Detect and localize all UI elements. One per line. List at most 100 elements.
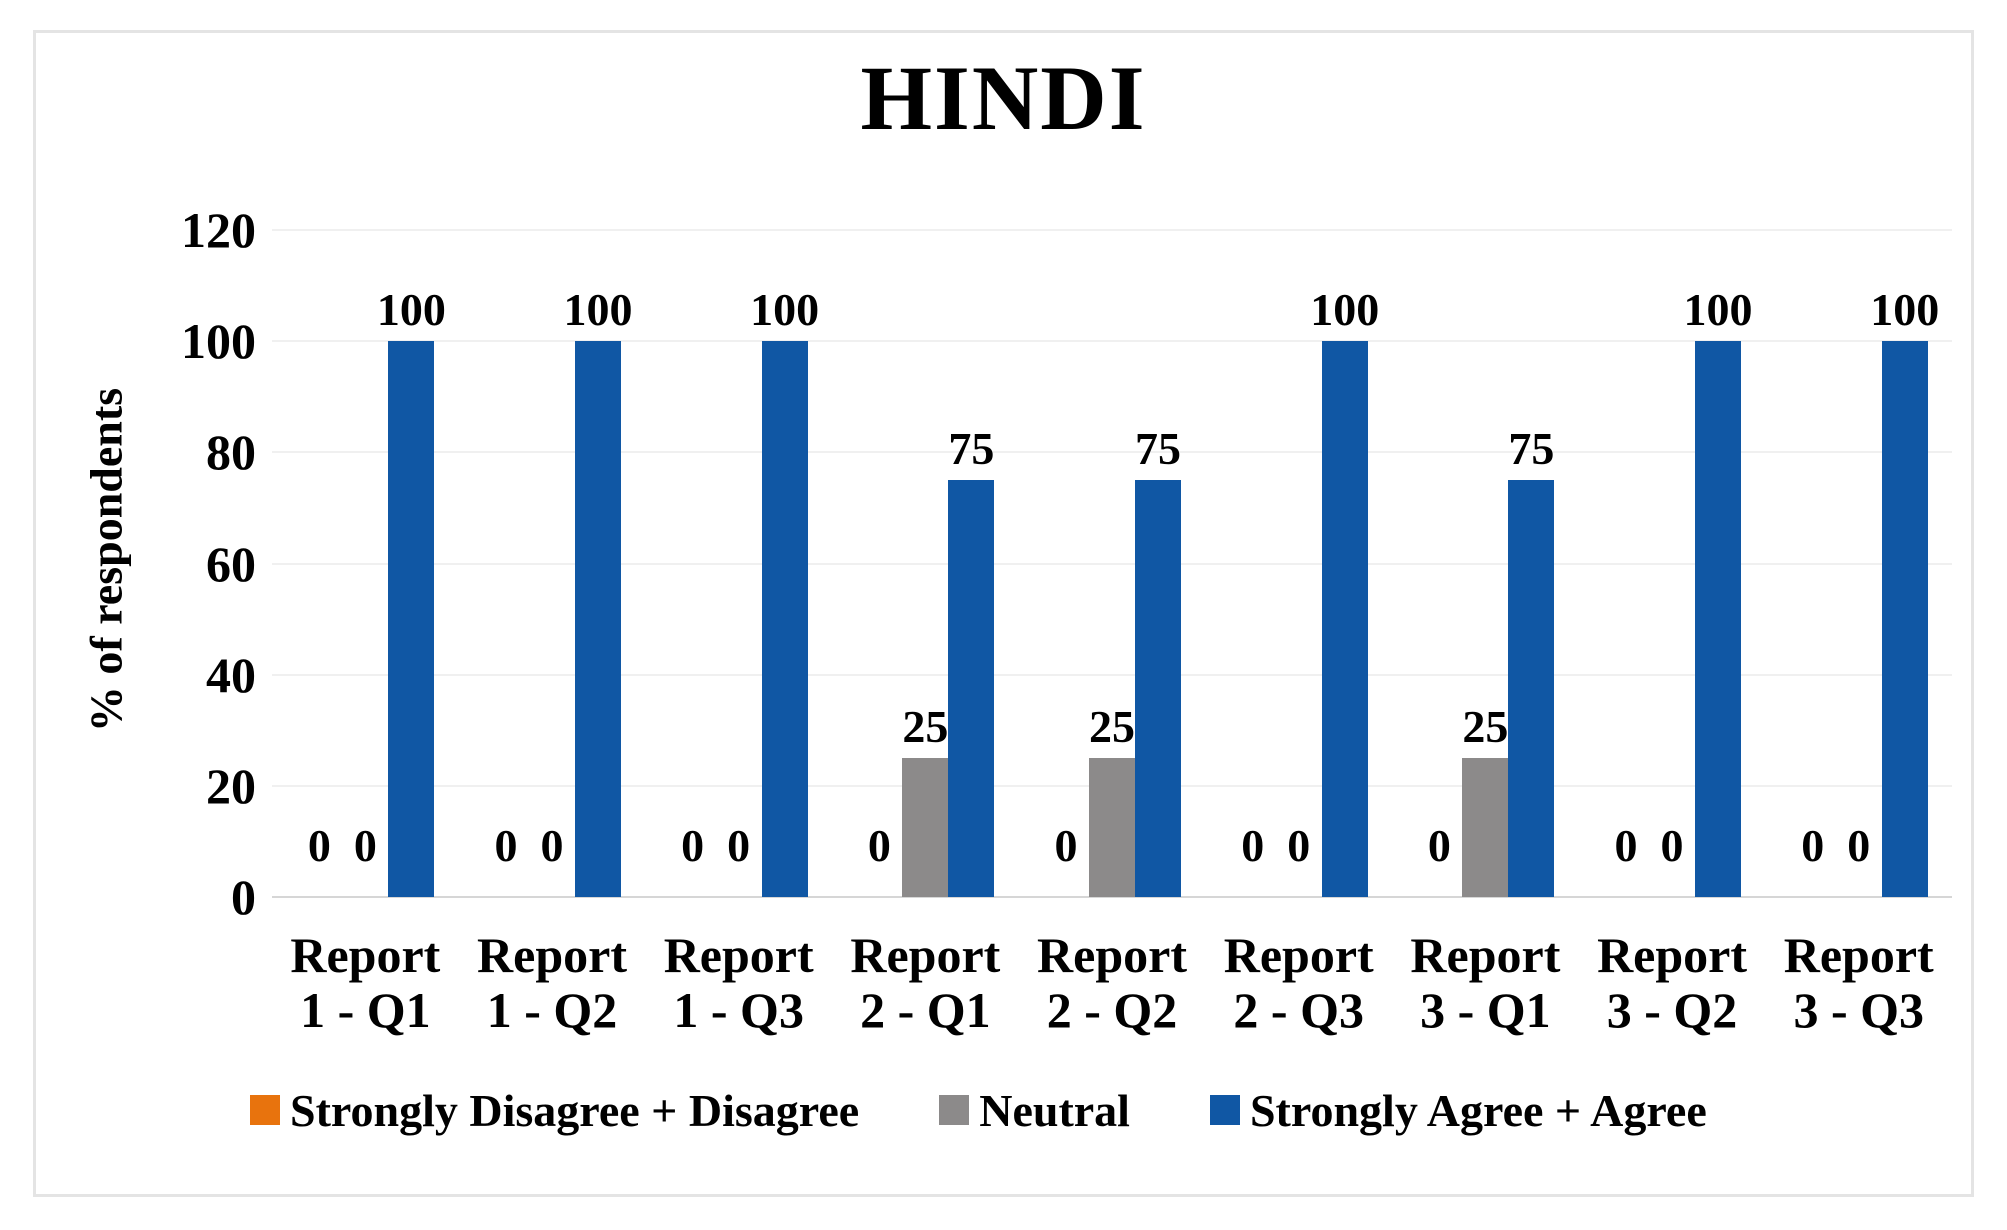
data-label-strongly-agree-agree-report-2-q2: 75 xyxy=(1135,423,1182,475)
bar-slot-neutral-report-1-q1: 0 xyxy=(342,230,388,897)
bar-neutral-report-2-q1 xyxy=(902,758,949,897)
x-label-line1: Report xyxy=(1037,927,1187,983)
x-label-report-3-q3: Report 3 - Q3 xyxy=(1765,928,1952,1038)
bar-slot-strongly-disagree-disagree-report-2-q2: 0 xyxy=(1043,230,1089,897)
y-tick-0: 0 xyxy=(231,869,256,925)
data-label-strongly-agree-agree-report-3-q1: 75 xyxy=(1508,423,1555,475)
x-label-line2: 1 - Q2 xyxy=(486,982,618,1038)
y-axis-ticks: 0 20 40 60 80 100 120 xyxy=(0,205,256,922)
bar-slot-strongly-agree-agree-report-1-q3: 100 xyxy=(750,230,819,897)
data-label-strongly-disagree-disagree-report-2-q2: 0 xyxy=(1054,820,1078,871)
x-label-report-1-q2: Report 1 - Q2 xyxy=(459,928,646,1038)
data-label-strongly-disagree-disagree-report-3-q1: 0 xyxy=(1427,820,1451,871)
bar-strongly-agree-agree-report-1-q2 xyxy=(575,341,621,897)
legend-item-strongly-agree-agree: Strongly Agree + Agree xyxy=(1209,1084,1707,1137)
y-tick-100: 100 xyxy=(181,313,256,370)
bar-slot-strongly-disagree-disagree-report-2-q3: 0 xyxy=(1230,230,1276,897)
legend-swatch-blue xyxy=(1209,1095,1240,1125)
bar-slot-neutral-report-3-q3: 0 xyxy=(1836,230,1882,897)
x-label-line2: 3 - Q2 xyxy=(1606,982,1738,1038)
bar-slot-neutral-report-2-q2: 25 xyxy=(1089,230,1136,897)
x-label-report-1-q1: Report 1 - Q1 xyxy=(272,928,459,1038)
bar-group-report-2-q2: 0 25 75 xyxy=(1019,230,1206,897)
data-label-neutral-report-1-q2: 0 xyxy=(540,820,564,871)
x-label-line2: 3 - Q3 xyxy=(1793,982,1924,1038)
data-label-strongly-agree-agree-report-3-q2: 100 xyxy=(1683,284,1753,336)
x-label-line1: Report xyxy=(850,927,1001,983)
bar-strongly-agree-agree-report-3-q1 xyxy=(1508,480,1555,897)
bar-strongly-agree-agree-report-2-q1 xyxy=(948,480,995,897)
bar-group-report-3-q2: 0 0 100 xyxy=(1579,230,1766,897)
x-label-line1: Report xyxy=(1410,927,1561,983)
y-tick-60: 60 xyxy=(206,535,256,592)
bar-group-report-1-q2: 0 0 100 xyxy=(459,230,646,897)
bar-strongly-agree-agree-report-3-q2 xyxy=(1695,341,1742,897)
bar-slot-strongly-disagree-disagree-report-1-q1: 0 xyxy=(296,230,342,897)
data-label-strongly-disagree-disagree-report-3-q3: 0 xyxy=(1801,820,1825,871)
x-axis-labels: Report 1 - Q1 Report 1 - Q2 Report 1 - Q3 Repo… xyxy=(272,928,1952,1038)
bar-strongly-agree-agree-report-2-q2 xyxy=(1135,480,1182,897)
bar-slot-neutral-report-2-q3: 0 xyxy=(1276,230,1322,897)
bar-slot-strongly-disagree-disagree-report-3-q3: 0 xyxy=(1790,230,1836,897)
bar-slot-strongly-disagree-disagree-report-3-q1: 0 xyxy=(1416,230,1462,897)
data-label-strongly-disagree-disagree-report-1-q2: 0 xyxy=(494,820,518,871)
data-label-neutral-report-2-q2: 25 xyxy=(1089,701,1136,753)
gridline-0 xyxy=(272,896,1952,898)
bar-slot-strongly-agree-agree-report-3-q2: 100 xyxy=(1684,230,1753,897)
bar-neutral-report-2-q2 xyxy=(1089,758,1136,897)
bar-slot-strongly-agree-agree-report-3-q1: 75 xyxy=(1508,230,1555,897)
y-tick-120: 120 xyxy=(181,202,256,258)
bar-slot-neutral-report-1-q3: 0 xyxy=(716,230,762,897)
x-label-line1: Report xyxy=(290,927,441,983)
data-label-strongly-agree-agree-report-3-q3: 100 xyxy=(1870,284,1940,336)
bar-strongly-agree-agree-report-1-q1 xyxy=(388,341,435,897)
bar-group-report-3-q3: 0 0 100 xyxy=(1765,230,1952,897)
data-label-neutral-report-1-q3: 0 xyxy=(727,820,751,871)
bar-group-report-2-q3: 0 0 100 xyxy=(1205,230,1392,897)
data-label-neutral-report-1-q1: 0 xyxy=(353,820,377,871)
y-tick-20: 20 xyxy=(206,757,256,814)
y-tick-80: 80 xyxy=(206,424,256,481)
x-label-line2: 2 - Q2 xyxy=(1046,982,1178,1038)
x-label-report-2-q1: Report 2 - Q1 xyxy=(832,928,1019,1038)
bar-neutral-report-3-q1 xyxy=(1462,758,1509,897)
legend-label-strongly-agree-agree: Strongly Agree + Agree xyxy=(1249,1084,1707,1136)
legend-label-neutral: Neutral xyxy=(979,1084,1130,1136)
legend-label-strongly-disagree-disagree: Strongly Disagree + Disagree xyxy=(290,1084,860,1136)
gridline-60 xyxy=(272,562,1952,565)
bar-slot-strongly-agree-agree-report-3-q3: 100 xyxy=(1870,230,1939,897)
x-label-line1: Report xyxy=(1783,927,1934,983)
x-label-line2: 1 - Q1 xyxy=(300,982,431,1038)
bar-slot-neutral-report-2-q1: 25 xyxy=(902,230,949,897)
bar-group-report-1-q1: 0 0 100 xyxy=(272,230,459,897)
bar-slot-strongly-agree-agree-report-2-q2: 75 xyxy=(1135,230,1182,897)
x-label-line1: Report xyxy=(1597,927,1748,983)
data-label-strongly-disagree-disagree-report-2-q1: 0 xyxy=(867,820,891,871)
data-label-strongly-agree-agree-report-2-q3: 100 xyxy=(1310,284,1380,336)
bar-strongly-agree-agree-report-1-q3 xyxy=(761,341,808,897)
bar-slot-strongly-disagree-disagree-report-1-q3: 0 xyxy=(670,230,716,897)
bar-group-report-2-q1: 0 25 75 xyxy=(832,230,1019,897)
x-label-report-2-q3: Report 2 - Q3 xyxy=(1205,928,1392,1038)
y-tick-40: 40 xyxy=(206,646,256,703)
data-label-strongly-disagree-disagree-report-1-q3: 0 xyxy=(681,820,705,871)
data-label-strongly-agree-agree-report-1-q2: 100 xyxy=(563,284,633,336)
bar-groups: 0 0 100 0 0 100 0 0 100 0 25 75 0 25 75 0 0 100 0 25 75 0 0 100… xyxy=(272,230,1952,897)
legend-item-strongly-disagree-disagree: Strongly Disagree + Disagree xyxy=(250,1084,859,1137)
bar-slot-strongly-agree-agree-report-2-q1: 75 xyxy=(948,230,995,897)
data-label-strongly-agree-agree-report-1-q1: 100 xyxy=(376,284,446,336)
x-label-line1: Report xyxy=(477,927,627,983)
gridline-40 xyxy=(272,673,1952,676)
x-label-report-3-q1: Report 3 - Q1 xyxy=(1392,928,1579,1038)
bar-group-report-3-q1: 0 25 75 xyxy=(1392,230,1579,897)
x-label-report-2-q2: Report 2 - Q2 xyxy=(1019,928,1206,1038)
bar-group-report-1-q3: 0 0 100 xyxy=(645,230,832,897)
data-label-strongly-disagree-disagree-report-1-q1: 0 xyxy=(307,820,331,871)
legend-swatch-gray xyxy=(939,1095,970,1125)
x-label-line2: 2 - Q1 xyxy=(860,982,991,1038)
gridline-80 xyxy=(272,451,1952,454)
bar-slot-strongly-disagree-disagree-report-1-q2: 0 xyxy=(483,230,529,897)
bar-slot-strongly-disagree-disagree-report-2-q1: 0 xyxy=(856,230,902,897)
bar-slot-neutral-report-3-q2: 0 xyxy=(1649,230,1695,897)
x-label-line1: Report xyxy=(1223,927,1374,983)
